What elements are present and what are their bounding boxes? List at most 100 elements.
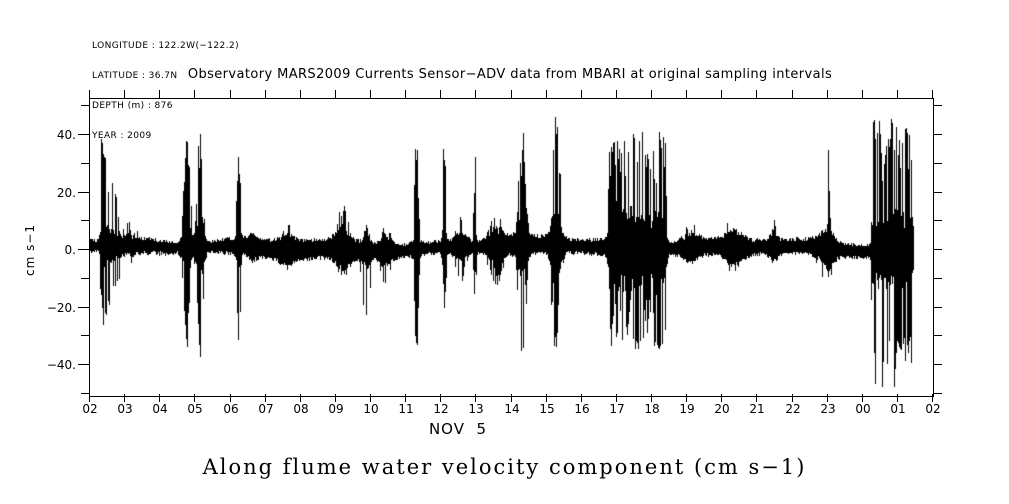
axis-tick — [934, 192, 942, 193]
x-tick-label: 17 — [609, 402, 625, 416]
y-axis-tick-labels: 40. 20. 0. −20. −40. — [34, 99, 76, 396]
axis-tick — [265, 394, 266, 402]
axis-tick — [194, 394, 195, 402]
axis-tick — [335, 90, 336, 98]
x-tick-label: 02 — [925, 402, 941, 416]
axis-tick — [78, 307, 89, 308]
x-tick-label: 18 — [644, 402, 660, 416]
axis-tick — [159, 90, 160, 98]
metadata-longitude: LONGITUDE : 122.2W(−122.2) — [92, 41, 239, 51]
axis-tick — [756, 394, 757, 402]
x-tick-label: 16 — [574, 402, 590, 416]
axis-tick — [651, 394, 652, 402]
axis-tick — [230, 394, 231, 402]
axis-tick — [934, 278, 942, 279]
axis-tick — [335, 394, 336, 402]
x-tick-label: 15 — [539, 402, 555, 416]
x-tick-label: 03 — [117, 402, 133, 416]
axis-tick — [897, 394, 898, 402]
axis-tick — [792, 90, 793, 98]
x-tick-label: 23 — [820, 402, 836, 416]
axis-tick — [440, 90, 441, 98]
y-tick-label: 20. — [56, 186, 76, 200]
chart-title: Observatory MARS2009 Currents Sensor−ADV… — [187, 67, 833, 82]
axis-tick — [300, 90, 301, 98]
axis-tick — [81, 105, 89, 106]
axis-tick — [897, 90, 898, 98]
axis-tick — [81, 220, 89, 221]
axis-tick — [475, 394, 476, 402]
axis-tick — [932, 394, 933, 402]
x-tick-label: 12 — [433, 402, 449, 416]
axis-tick — [475, 90, 476, 98]
axis-tick — [934, 249, 942, 250]
plot-area — [78, 90, 942, 402]
axis-tick — [581, 394, 582, 402]
x-tick-label: 07 — [258, 402, 274, 416]
axis-tick — [934, 335, 942, 336]
x-tick-label: 09 — [328, 402, 344, 416]
axis-tick — [827, 90, 828, 98]
axis-tick — [78, 249, 89, 250]
axis-tick — [721, 90, 722, 98]
x-tick-label: 08 — [293, 402, 309, 416]
axis-tick — [932, 90, 933, 98]
axis-tick — [686, 394, 687, 402]
axis-tick — [934, 163, 942, 164]
x-tick-label: 14 — [504, 402, 520, 416]
x-tick-label: 10 — [363, 402, 379, 416]
axis-tick — [81, 163, 89, 164]
axis-tick — [862, 90, 863, 98]
axis-tick — [81, 335, 89, 336]
axis-tick — [370, 90, 371, 98]
x-tick-label: 04 — [152, 402, 168, 416]
y-tick-label: −20. — [46, 301, 76, 315]
velocity-waveform — [90, 99, 933, 396]
axis-tick — [934, 105, 942, 106]
axis-tick — [862, 394, 863, 402]
x-axis-date-label: NOV 5 — [428, 420, 488, 438]
x-tick-label: 00 — [855, 402, 871, 416]
axis-tick — [792, 394, 793, 402]
axis-tick — [159, 394, 160, 402]
axis-tick — [124, 394, 125, 402]
y-tick-label: 0. — [64, 243, 76, 257]
axis-tick — [81, 278, 89, 279]
y-tick-label: −40. — [46, 358, 76, 372]
x-tick-label: 19 — [679, 402, 695, 416]
axis-tick — [78, 134, 89, 135]
axis-tick — [440, 394, 441, 402]
axis-tick — [89, 394, 90, 402]
axis-tick — [546, 394, 547, 402]
axis-tick — [651, 90, 652, 98]
axis-tick — [934, 307, 942, 308]
x-tick-label: 13 — [468, 402, 484, 416]
x-tick-label: 22 — [785, 402, 801, 416]
x-tick-label: 11 — [398, 402, 414, 416]
x-tick-label: 01 — [890, 402, 906, 416]
axis-tick — [78, 192, 89, 193]
x-tick-label: 06 — [223, 402, 239, 416]
axis-tick — [934, 364, 942, 365]
axis-tick — [934, 134, 942, 135]
axis-tick — [89, 90, 90, 98]
axis-tick — [934, 220, 942, 221]
axis-tick — [81, 393, 89, 394]
figure-caption: Along flume water velocity component (cm… — [202, 455, 807, 479]
axis-tick — [827, 394, 828, 402]
axis-tick — [230, 90, 231, 98]
axis-tick — [405, 90, 406, 98]
axis-tick — [756, 90, 757, 98]
axis-tick — [686, 90, 687, 98]
x-axis-tick-labels: 02 03 04 05 06 07 08 09 10 11 12 13 14 15 16 17 18 19 20 21… — [82, 402, 940, 416]
axis-tick — [405, 394, 406, 402]
axis-tick — [511, 90, 512, 98]
metadata-latitude: LATITUDE : 36.7N — [92, 71, 178, 81]
axis-tick — [511, 394, 512, 402]
axis-tick — [546, 90, 547, 98]
axis-tick — [300, 394, 301, 402]
axis-tick — [124, 90, 125, 98]
x-tick-label: 05 — [187, 402, 203, 416]
axis-tick — [370, 394, 371, 402]
